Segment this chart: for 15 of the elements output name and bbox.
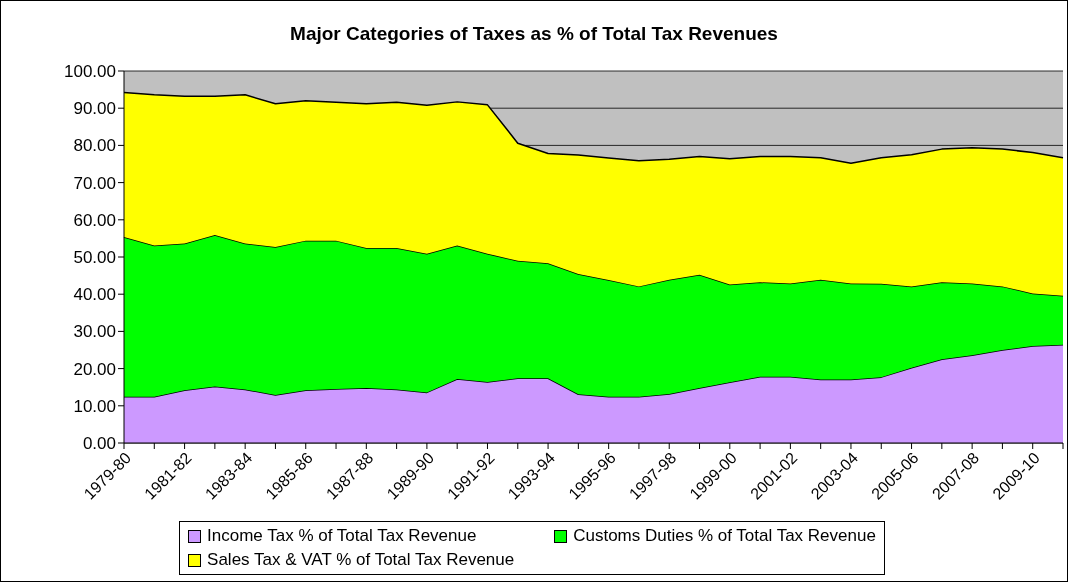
y-tick-label: 90.00	[73, 99, 116, 119]
y-tick-label: 0.00	[82, 434, 116, 454]
legend-label: Income Tax % of Total Tax Revenue	[207, 526, 477, 546]
y-tick-label: 10.00	[73, 396, 116, 416]
legend-label: Customs Duties % of Total Tax Revenue	[573, 526, 876, 546]
chart-title: Major Categories of Taxes as % of Total Tax Revenues	[289, 23, 779, 46]
y-tick-label: 30.00	[73, 322, 116, 342]
y-tick-label: 70.00	[73, 173, 116, 193]
y-tick-label: 60.00	[73, 210, 116, 230]
y-tick-label: 40.00	[73, 285, 116, 305]
legend-label: Sales Tax & VAT % of Total Tax Revenue	[207, 550, 515, 570]
y-tick-label: 80.00	[73, 136, 116, 156]
y-tick-label: 50.00	[73, 248, 116, 268]
y-tick-label: 100.00	[64, 62, 116, 82]
y-tick-label: 20.00	[73, 359, 116, 379]
